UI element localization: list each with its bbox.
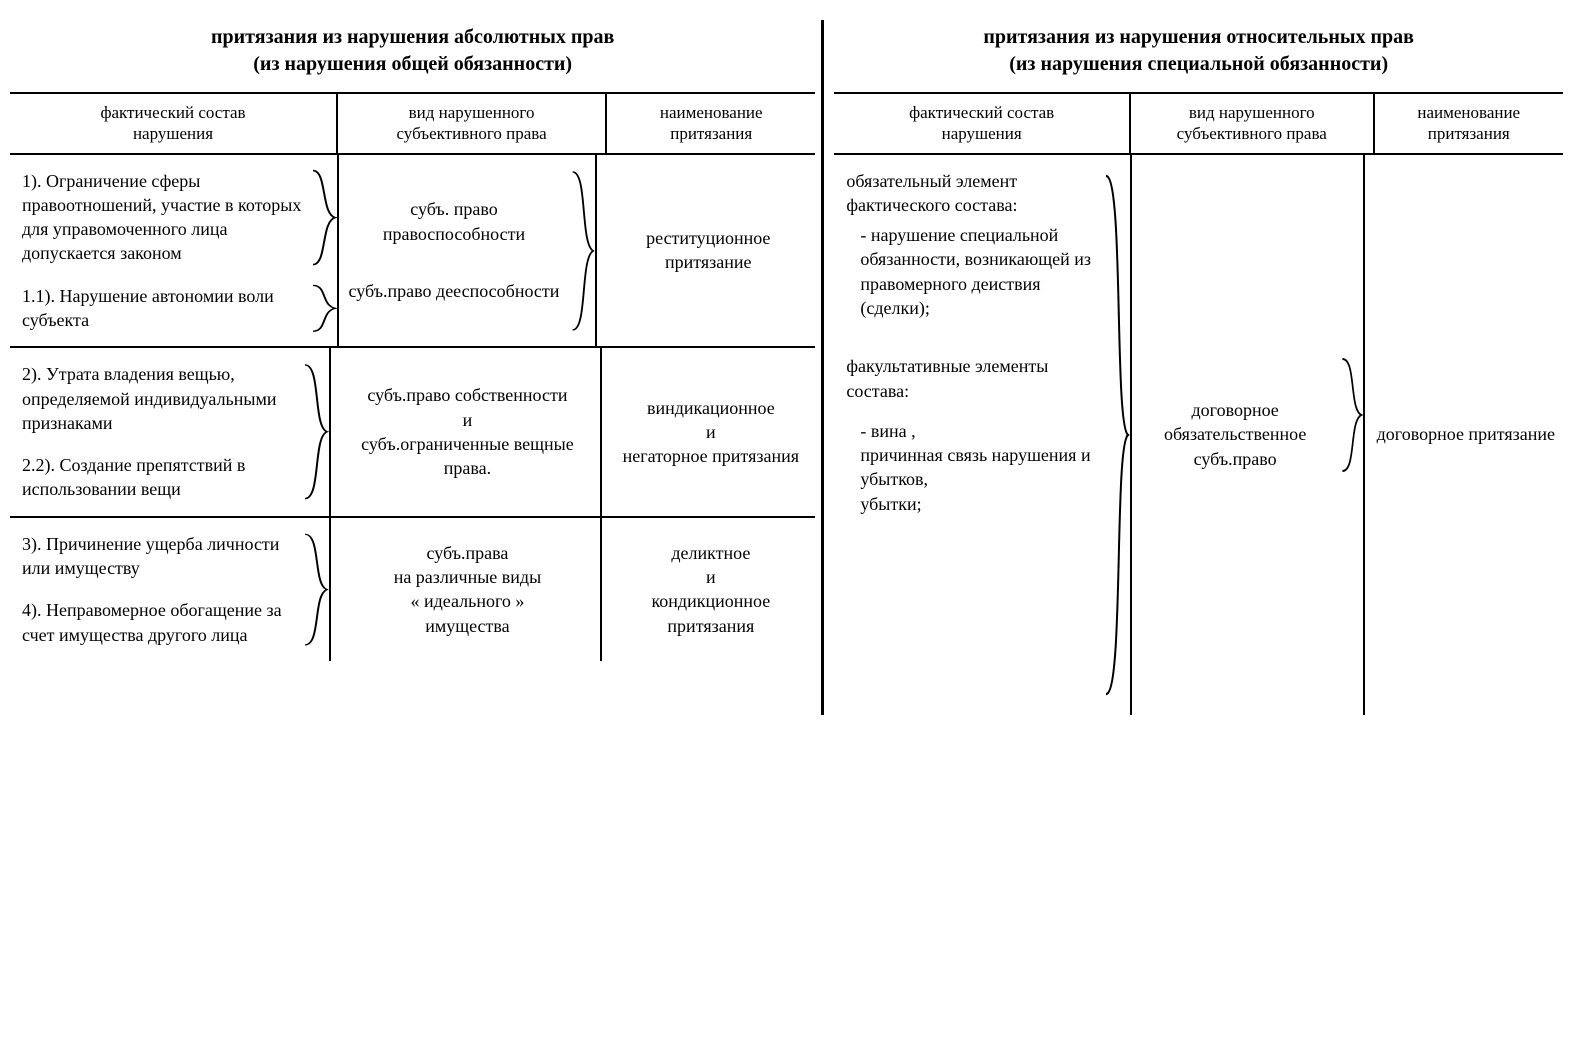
right-title: притязания из нарушения относительных пр… <box>834 20 1563 92</box>
right-c1: обязательный элемент фактического состав… <box>834 155 1129 715</box>
text-3: Причинение ущерба личности или имуществу <box>22 534 279 578</box>
num-2: 2). <box>22 364 42 384</box>
left-row3-c2: субъ.права на различные виды « идеальног… <box>329 518 603 661</box>
left-row2-c1: 2). Утрата владения вещью, определяемой … <box>10 348 329 515</box>
brace-icon <box>1339 155 1363 715</box>
left-row2-item2: 2.2). Создание препятствий в использован… <box>22 453 301 502</box>
left-row3-c3: деликтное и кондикционное притязания <box>602 518 815 661</box>
num-1: 1). <box>22 171 42 191</box>
left-row-3: 3). Причинение ущерба личности или имуще… <box>10 518 815 661</box>
num-1-1: 1.1). <box>22 286 55 306</box>
right-vid: договорное обязательственное субъ.право <box>1138 398 1333 471</box>
right-c2: договорное обязательственное субъ.право <box>1130 155 1365 715</box>
right-title-line1: притязания из нарушения относительных пр… <box>983 26 1414 48</box>
opt-item: - вина , причинная связь наруше­ния и уб… <box>846 419 1101 516</box>
row1-claim: реституционное притязание <box>609 226 807 275</box>
brace-icon <box>569 169 595 333</box>
left-row3-c1: 3). Причинение ущерба личности или имуще… <box>10 518 329 661</box>
left-title-line1: притязания из нарушения абсолютных прав <box>211 26 614 48</box>
opt-head: факультативные элементы состава: <box>846 354 1101 403</box>
brace-icon <box>1102 169 1130 701</box>
left-row2-c3: виндикационное и негаторное притязания <box>602 348 815 515</box>
left-row1-c1: 1). Ограничение сферы правоотношений, уч… <box>10 155 337 347</box>
row3-claim: деликтное и кондикционное притязания <box>614 541 807 638</box>
left-col-headers: фактический состав нарушения вид нарушен… <box>10 92 815 155</box>
left-row2-c2: субъ.право собственности и субъ.ограниче… <box>329 348 603 515</box>
left-row1-item2: 1.1). Нарушение автономии воли субъекта <box>22 284 337 333</box>
text-4: Неправомерное обогащение за счет имущест… <box>22 600 282 644</box>
row2-claim: виндикационное и негаторное притязания <box>623 396 799 469</box>
left-title: притязания из нарушения абсолютных прав … <box>10 20 815 92</box>
left-row-1: 1). Ограничение сферы правоотношений, уч… <box>10 155 815 349</box>
absolute-rights-panel: притязания из нарушения абсолютных прав … <box>10 20 824 715</box>
text-2-2: Создание препятствий в использовании вещ… <box>22 455 245 499</box>
row3-right: субъ.права на различные виды « идеальног… <box>394 541 542 638</box>
brace-icon <box>301 362 329 501</box>
text-1-1: Нарушение автономии воли субъекта <box>22 286 274 330</box>
text-2: Утрата владения вещью, определяемой инди… <box>22 364 277 433</box>
left-body: 1). Ограничение сферы правоотношений, уч… <box>10 155 815 661</box>
brace-icon <box>309 169 337 266</box>
left-row3-item1: 3). Причинение ущерба личности или имуще… <box>22 532 301 581</box>
num-3: 3). <box>22 534 42 554</box>
num-2-2: 2.2). <box>22 455 55 475</box>
left-row1-c2: субъ. право правоспособности субъ.право … <box>337 155 597 347</box>
row1-right-b: субъ.право дееспособности <box>343 279 565 303</box>
left-header-c1: фактический состав нарушения <box>10 94 336 153</box>
text-1: Ограничение сферы правоотношений, участи… <box>22 171 301 264</box>
right-body: обязательный элемент фактического состав… <box>834 155 1563 715</box>
right-header-c2: вид нарушенного субъективного права <box>1129 94 1375 153</box>
row2-right: субъ.право собственности и субъ.ограниче… <box>343 383 593 480</box>
left-row2-item1: 2). Утрата владения вещью, определяемой … <box>22 362 301 435</box>
left-title-line2: (из нарушения общей обязанности) <box>253 53 572 75</box>
brace-icon <box>309 284 337 333</box>
right-header-c3: наименование притязания <box>1375 94 1563 153</box>
right-c3: договорное притязание <box>1365 155 1563 715</box>
left-header-c3: наименование притязания <box>607 94 815 153</box>
left-header-c2: вид нарушенного субъективного права <box>336 94 607 153</box>
left-row3-item2: 4). Неправомерное обогащение за счет иму… <box>22 598 301 647</box>
row1-right-a: субъ. право правоспособности <box>343 197 565 246</box>
right-header-c1: фактический состав нарушения <box>834 94 1129 153</box>
left-row1-item1: 1). Ограничение сферы правоотношений, уч… <box>22 169 337 266</box>
claims-diagram: притязания из нарушения абсолютных прав … <box>10 20 1563 715</box>
relative-rights-panel: притязания из нарушения относительных пр… <box>824 20 1563 715</box>
left-row-2: 2). Утрата владения вещью, определяемой … <box>10 348 815 517</box>
num-4: 4). <box>22 600 42 620</box>
brace-icon <box>301 532 329 647</box>
mand-item: - нарушение специальной обязанности, воз… <box>846 223 1101 320</box>
right-claim: договорное притязание <box>1377 422 1555 446</box>
mand-head: обязательный элемент фактического состав… <box>846 169 1101 218</box>
right-title-line2: (из нарушения специальной обязанности) <box>1009 53 1388 75</box>
right-col-headers: фактический состав нарушения вид нарушен… <box>834 92 1563 155</box>
left-row1-c3: реституционное притязание <box>597 155 815 347</box>
right-row: обязательный элемент фактического состав… <box>834 155 1563 715</box>
